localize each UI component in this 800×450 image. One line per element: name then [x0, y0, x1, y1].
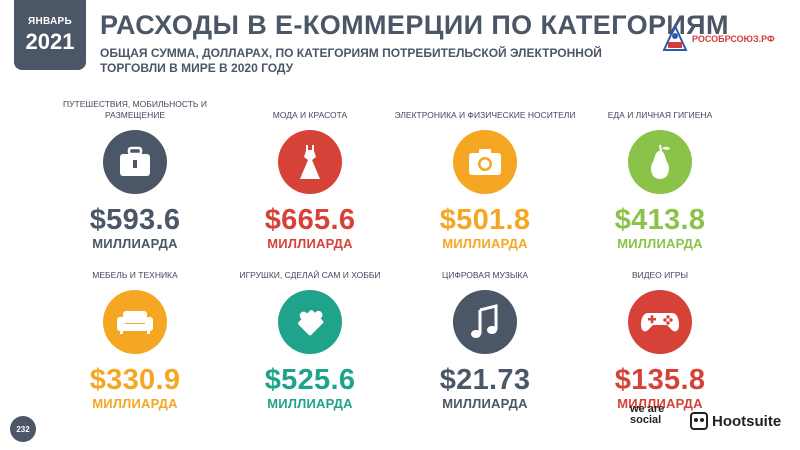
category-label: ИГРУШКИ, СДЕЛАЙ САМ И ХОББИ [239, 269, 381, 280]
date-badge: ЯНВАРЬ 2021 [14, 0, 86, 70]
we-are-social-logo: we are social [630, 403, 665, 426]
category-unit: МИЛЛИАРДА [267, 236, 353, 251]
category-icon-circle [453, 130, 517, 194]
category-icon-circle [103, 130, 167, 194]
brand-text: РОСОБРСОЮЗ.РФ [692, 34, 775, 44]
category-icon-circle [628, 130, 692, 194]
gamepad-icon [641, 313, 679, 332]
category-unit: МИЛЛИАРДА [442, 236, 528, 251]
page-number: 232 [10, 416, 36, 442]
category-unit: МИЛЛИАРДА [617, 396, 703, 411]
category-card-food: ЕДА И ЛИЧНАЯ ГИГИЕНА $413.8 МИЛЛИАРДА [565, 98, 755, 252]
category-card-videogames: ВИДЕО ИГРЫ $135.8 МИЛЛИАРДА [565, 258, 755, 412]
category-card-travel: ПУТЕШЕСТВИЯ, МОБИЛЬНОСТЬ И РАЗМЕЩЕНИЕ $5… [40, 98, 230, 251]
category-label: ЭЛЕКТРОНИКА И ФИЗИЧЕСКИЕ НОСИТЕЛИ [394, 109, 576, 120]
owl-icon [690, 412, 708, 430]
category-card-fashion: МОДА И КРАСОТА $665.6 МИЛЛИАРДА [215, 98, 405, 252]
category-value: $135.8 [614, 364, 706, 396]
brand-emblem-icon [662, 24, 688, 51]
camera-icon [469, 149, 501, 175]
category-unit: МИЛЛИАРДА [442, 396, 528, 411]
category-value: $525.6 [264, 364, 356, 396]
page-title: РАСХОДЫ В Е-КОММЕРЦИИ ПО КАТЕГОРИЯМ [100, 10, 729, 40]
category-label: ЕДА И ЛИЧНАЯ ГИГИЕНА [607, 109, 713, 120]
category-value: $665.6 [264, 204, 356, 236]
category-label: МЕБЕЛЬ И ТЕХНИКА [92, 269, 178, 280]
category-icon-circle [278, 290, 342, 354]
brand-logo: РОСОБРСОЮЗ.РФ [662, 22, 792, 56]
music-note-icon [471, 304, 498, 338]
puzzle-icon [298, 310, 324, 336]
category-card-toys: ИГРУШКИ, СДЕЛАЙ САМ И ХОББИ $525.6 МИЛЛИ… [215, 258, 405, 412]
category-label: ПУТЕШЕСТВИЯ, МОБИЛЬНОСТЬ И РАЗМЕЩЕНИЕ [63, 99, 207, 120]
date-year: 2021 [25, 29, 75, 54]
category-value: $330.9 [89, 364, 181, 396]
hootsuite-text: Hootsuite [712, 412, 782, 430]
hootsuite-logo: Hootsuite [690, 412, 781, 430]
category-unit: МИЛЛИАРДА [617, 236, 703, 251]
category-unit: МИЛЛИАРДА [267, 396, 353, 411]
category-value: $21.73 [439, 364, 531, 396]
sofa-icon [117, 311, 153, 334]
date-month: ЯНВАРЬ [27, 16, 72, 27]
category-label: ВИДЕО ИГРЫ [631, 269, 689, 280]
category-unit: МИЛЛИАРДА [92, 236, 178, 251]
category-card-music: ЦИФРОВАЯ МУЗЫКА $21.73 МИЛЛИАРДА [390, 258, 580, 412]
category-icon-circle [103, 290, 167, 354]
suitcase-icon [120, 146, 150, 176]
category-card-furniture: МЕБЕЛЬ И ТЕХНИКА $330.9 МИЛЛИАРДА [40, 258, 230, 412]
category-label: ЦИФРОВАЯ МУЗЫКА [441, 269, 529, 280]
category-icon-circle [453, 290, 517, 354]
category-value: $413.8 [614, 204, 706, 236]
category-icon-circle [628, 290, 692, 354]
dress-icon [300, 145, 320, 179]
category-icon-circle [278, 130, 342, 194]
category-card-electronics: ЭЛЕКТРОНИКА И ФИЗИЧЕСКИЕ НОСИТЕЛИ $501.8… [390, 98, 580, 252]
category-unit: МИЛЛИАРДА [92, 396, 178, 411]
page-subtitle: ОБЩАЯ СУММА, ДОЛЛАРАХ, ПО КАТЕГОРИЯМ ПОТ… [100, 46, 602, 75]
category-value: $501.8 [439, 204, 531, 236]
category-label: МОДА И КРАСОТА [272, 109, 348, 120]
category-value: $593.6 [89, 204, 181, 236]
pear-icon [651, 144, 670, 179]
